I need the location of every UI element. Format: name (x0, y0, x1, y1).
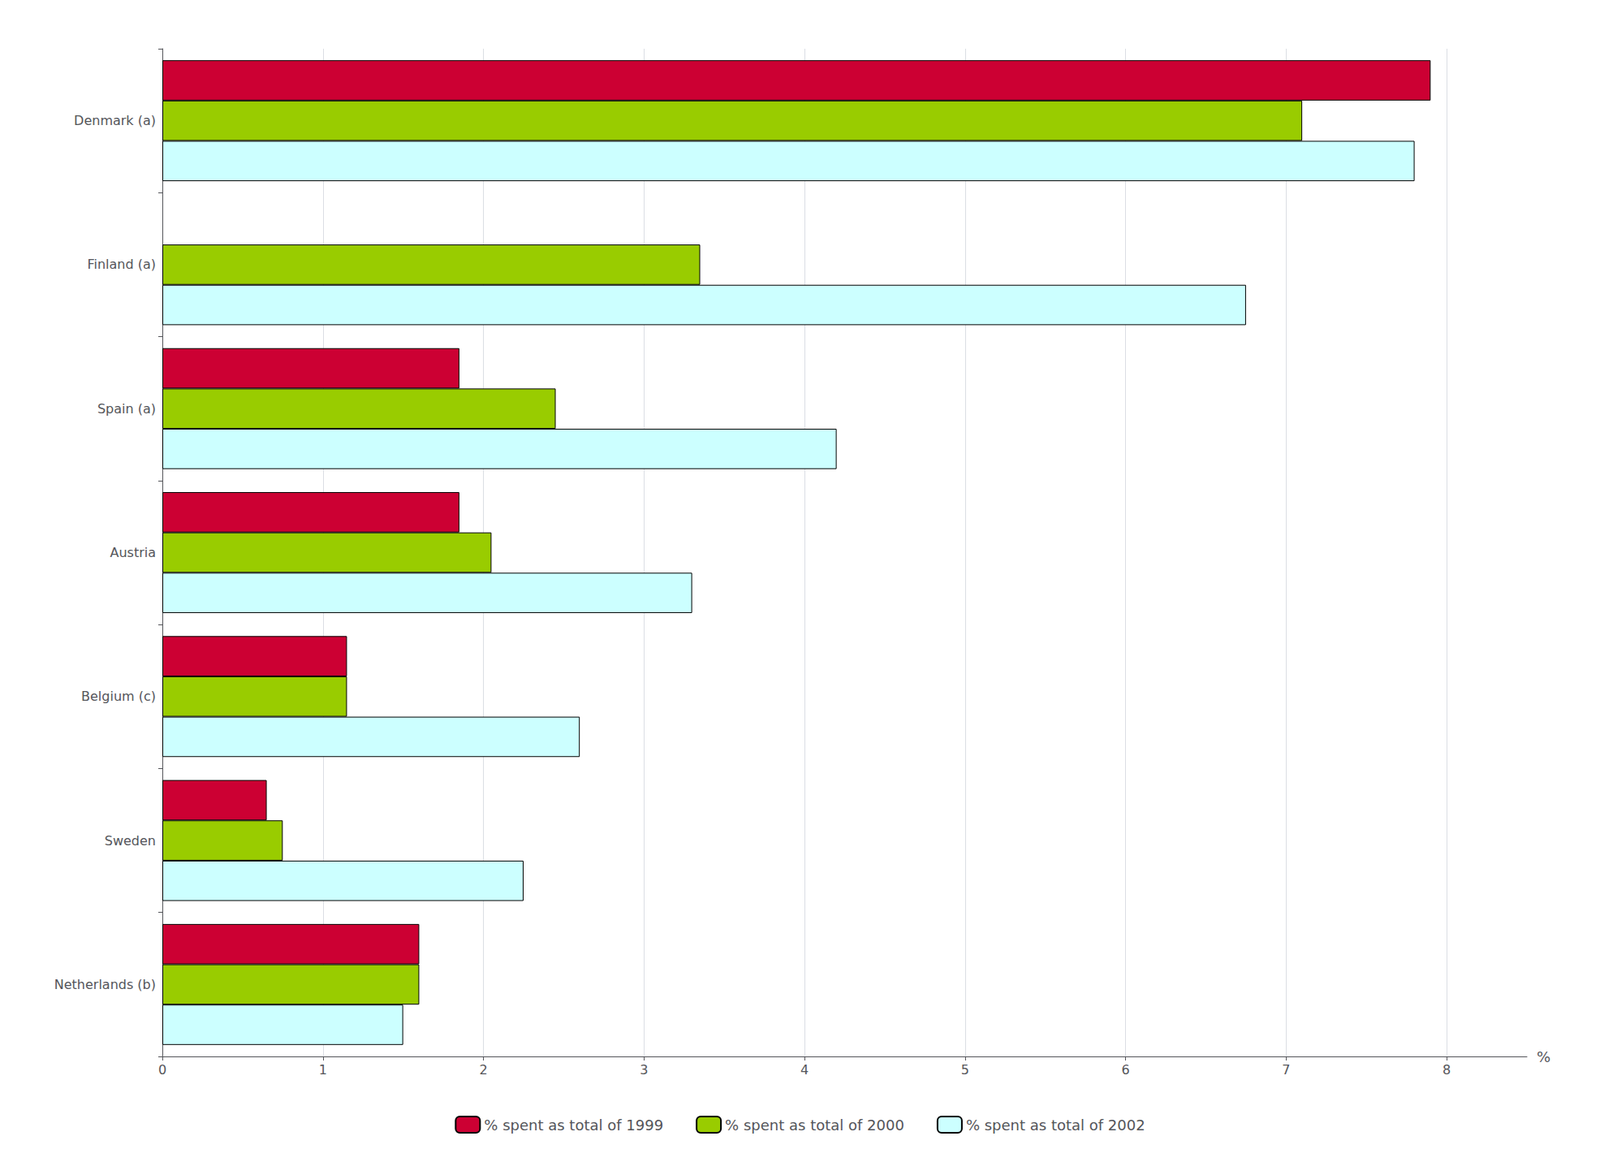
svg-text:4: 4 (800, 1061, 809, 1078)
svg-text:%: % (1536, 1047, 1551, 1066)
svg-text:% spent as total of 2002: % spent as total of 2002 (966, 1116, 1146, 1134)
svg-text:Spain (a): Spain (a) (97, 401, 156, 417)
svg-text:1: 1 (319, 1061, 328, 1078)
svg-text:2: 2 (478, 1061, 488, 1078)
svg-text:5: 5 (961, 1061, 970, 1078)
svg-text:% spent as total of 1999: % spent as total of 1999 (483, 1116, 664, 1134)
svg-text:% spent as total of 2000: % spent as total of 2000 (724, 1116, 905, 1134)
svg-text:3: 3 (639, 1061, 648, 1078)
svg-text:Finland (a): Finland (a) (86, 256, 156, 272)
svg-text:Sweden: Sweden (104, 832, 156, 849)
svg-text:Austria: Austria (109, 544, 156, 561)
svg-text:Netherlands (b): Netherlands (b) (54, 976, 156, 992)
svg-text:7: 7 (1281, 1061, 1290, 1078)
svg-text:6: 6 (1121, 1061, 1130, 1078)
svg-text:0: 0 (158, 1061, 167, 1078)
svg-text:Denmark (a): Denmark (a) (73, 112, 156, 129)
svg-text:Belgium (c): Belgium (c) (81, 688, 156, 704)
svg-text:8: 8 (1442, 1061, 1451, 1078)
